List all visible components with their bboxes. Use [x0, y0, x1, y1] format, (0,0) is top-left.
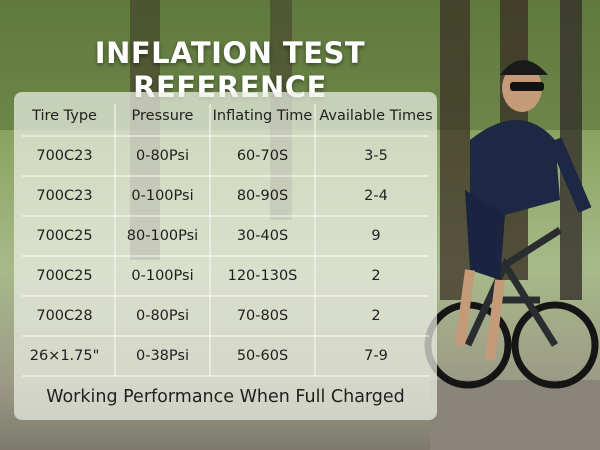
table-cell: 700C25 [36, 228, 93, 244]
table-cell: 0-38Psi [136, 348, 189, 364]
table-cell: 70-80S [236, 308, 289, 324]
table-cell: 2-4 [364, 188, 388, 204]
column-header: Available Times [319, 108, 433, 124]
table-cell: 0-100Psi [131, 188, 194, 204]
table-cell: 60-70S [236, 148, 289, 164]
table-cell: 0-80Psi [136, 308, 189, 324]
table-cell: 3-5 [364, 148, 388, 164]
table-cell: 0-80Psi [136, 148, 189, 164]
table-cell: 30-40S [236, 228, 289, 244]
table-cell: 80-90S [236, 188, 289, 204]
table-cell: 80-100Psi [126, 228, 199, 244]
table-cell: 9 [371, 228, 381, 244]
table-cell: 2 [371, 268, 381, 284]
column-header: Inflating Time [212, 108, 313, 124]
table-cell: 700C28 [36, 308, 93, 324]
column-header: Pressure [131, 108, 194, 124]
table-cell: 120-130S [227, 268, 298, 284]
table-lines [22, 104, 429, 377]
table-cell: 2 [371, 308, 381, 324]
table-cell: 700C23 [36, 148, 93, 164]
table-cell: 26×1.75" [29, 348, 100, 364]
table-cell: 0-100Psi [131, 268, 194, 284]
table-footer: Working Performance When Full Charged [46, 387, 405, 407]
column-header: Tire Type [32, 108, 97, 124]
table-cell: 50-60S [236, 348, 289, 364]
table-cell: 7-9 [364, 348, 388, 364]
table-cell: 700C23 [36, 188, 93, 204]
table-cell: 700C25 [36, 268, 93, 284]
